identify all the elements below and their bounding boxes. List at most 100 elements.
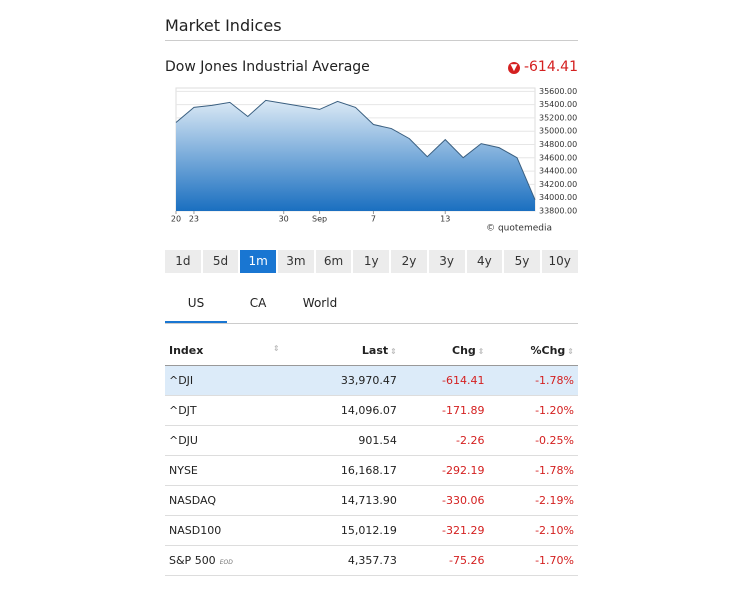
cell: ^DJU — [165, 425, 290, 456]
cell: -1.78% — [488, 365, 578, 396]
cell: -1.70% — [488, 545, 578, 576]
change: ▼ -614.41 — [507, 59, 578, 75]
sort-icon: ⇕ — [390, 346, 397, 356]
cell-text: -0.25% — [535, 434, 574, 447]
period-buttons: 1d 5d 1m 3m 6m 1y 2y 3y 4y 5y 10y — [165, 250, 578, 273]
cell: -171.89 — [400, 395, 489, 426]
divider — [165, 40, 578, 41]
tab[interactable]: US — [165, 296, 227, 323]
cell: 4,357.73 — [289, 545, 401, 576]
x-tick-label: 20 — [171, 215, 181, 224]
cell-text: 14,096.07 — [340, 404, 397, 417]
x-tick-label: 7 — [371, 215, 376, 224]
cell-text: -2.26 — [456, 434, 485, 447]
table-row[interactable]: NYSE 16,168.17 -292.19 -1.78% — [165, 455, 578, 486]
period-button[interactable]: 3y — [428, 250, 465, 273]
column-label: Chg — [452, 343, 476, 357]
column-header[interactable]: Chg ⇕ — [400, 335, 489, 366]
x-tick-label: 23 — [189, 215, 199, 224]
column-label: Index — [169, 343, 204, 357]
column-header[interactable]: Index ⇕ — [165, 335, 290, 366]
credit: © quotemedia — [486, 224, 552, 234]
table-row[interactable]: NASD100 15,012.19 -321.29 -2.10% — [165, 515, 578, 546]
cell: 14,713.90 — [289, 485, 401, 516]
area — [176, 100, 535, 211]
table-row[interactable]: S&P 500 EOD 4,357.73 -75.26 -1.70% — [165, 545, 578, 576]
cell: -321.29 — [400, 515, 489, 546]
cell-text: 16,168.17 — [340, 464, 397, 477]
cell: 16,168.17 — [289, 455, 401, 486]
cell: 15,012.19 — [289, 515, 401, 546]
cell-text: -2.10% — [535, 524, 574, 537]
cell-text: -75.26 — [449, 554, 485, 567]
tab[interactable]: World — [302, 296, 338, 310]
cell: NYSE — [165, 455, 290, 486]
chart-title: Dow Jones Industrial Average — [165, 59, 370, 75]
change-value: -614.41 — [523, 59, 578, 75]
y-tick-label: 35600.00 — [539, 87, 577, 96]
chart: 33800.00 34000.00 34200.00 34400.00 34600.00… — [171, 87, 577, 234]
period-button[interactable]: 3m — [278, 250, 314, 273]
period-button[interactable]: 10y — [541, 250, 578, 273]
x-tick-label: 30 — [279, 215, 289, 224]
cell: -2.26 — [400, 425, 489, 456]
column-header[interactable]: %Chg ⇕ — [488, 335, 578, 366]
table-row[interactable]: ^DJI 33,970.47 -614.41 -1.78% — [165, 365, 578, 396]
period-button[interactable]: 4y — [466, 250, 503, 273]
cell-text: -1.20% — [535, 404, 574, 417]
period-button[interactable]: 5y — [504, 250, 540, 273]
cell-text: 4,357.73 — [347, 554, 397, 567]
period-button[interactable]: 1m — [240, 250, 277, 273]
cell: -1.20% — [488, 395, 578, 426]
cell-text: 33,970.47 — [340, 374, 397, 387]
cell-text: ^DJU — [169, 434, 198, 447]
cell: -2.19% — [488, 485, 578, 516]
y-tick-label: 34200.00 — [539, 180, 577, 189]
cell-text: 901.54 — [358, 434, 397, 447]
column-label: %Chg — [530, 343, 566, 357]
cell: 33,970.47 — [289, 365, 401, 396]
y-tick-label: 34400.00 — [539, 167, 577, 176]
y-tick-label: 34600.00 — [539, 153, 577, 162]
cell-text: S&P 500 — [169, 554, 216, 567]
period-button[interactable]: 6m — [315, 250, 352, 273]
cell-text: -1.70% — [535, 554, 574, 567]
cell-text: NASDAQ — [169, 494, 217, 507]
cell: 901.54 — [289, 425, 401, 456]
period-button[interactable]: 2y — [391, 250, 427, 273]
x-tick-label: 13 — [440, 215, 450, 224]
cell-text: NYSE — [169, 464, 198, 477]
period-button[interactable]: 1y — [353, 250, 390, 273]
cell-text: -321.29 — [442, 524, 485, 537]
region-tabs: US CA World — [165, 296, 578, 324]
cell: -614.41 — [400, 365, 489, 396]
cell: -0.25% — [488, 425, 578, 456]
sort-icon: ⇕ — [567, 346, 574, 356]
period-button[interactable]: 5d — [202, 250, 239, 273]
cell: -330.06 — [400, 485, 489, 516]
y-tick-label: 34000.00 — [539, 193, 577, 202]
cell: NASD100 — [165, 515, 290, 546]
row-tag: EOD — [219, 559, 233, 566]
cell: -1.78% — [488, 455, 578, 486]
cell: NASDAQ — [165, 485, 290, 516]
page-title: Market Indices — [165, 16, 282, 35]
cell: S&P 500 EOD — [165, 545, 290, 576]
cell-text: -330.06 — [442, 494, 485, 507]
period-button[interactable]: 1d — [165, 250, 201, 273]
cell-text: NASD100 — [169, 524, 222, 537]
table-row[interactable]: ^DJU 901.54 -2.26 -0.25% — [165, 425, 578, 456]
tab[interactable]: CA — [249, 296, 267, 310]
cell: ^DJT — [165, 395, 290, 426]
cell: -2.10% — [488, 515, 578, 546]
table-row[interactable]: NASDAQ 14,713.90 -330.06 -2.19% — [165, 485, 578, 516]
cell: -75.26 — [400, 545, 489, 576]
line — [175, 99, 536, 200]
cell-text: -171.89 — [442, 404, 485, 417]
index-table: Index ⇕ Last ⇕ Chg ⇕ %Chg ⇕ ^DJI 33,970.47 -614.41… — [165, 335, 578, 576]
sort-icon: ⇕ — [477, 346, 485, 356]
cell-text: -1.78% — [535, 374, 574, 387]
column-header[interactable]: Last ⇕ — [289, 335, 401, 366]
table-row[interactable]: ^DJT 14,096.07 -171.89 -1.20% — [165, 395, 578, 426]
